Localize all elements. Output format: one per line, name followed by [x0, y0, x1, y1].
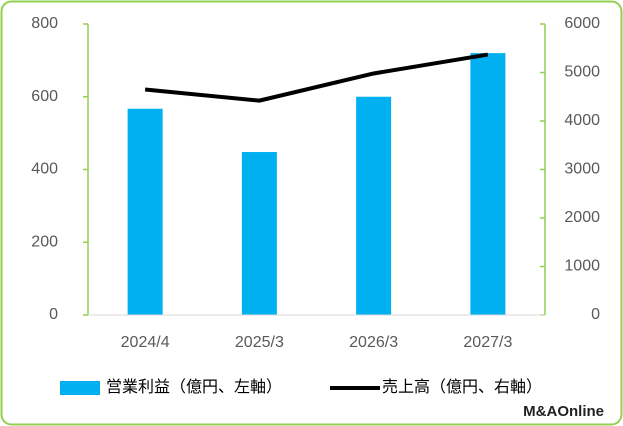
x-tick-label: 2027/3: [463, 334, 512, 351]
y2-tick-label: 5000: [564, 64, 600, 81]
y-tick-label: 400: [31, 161, 58, 178]
y2-tick-label: 4000: [564, 112, 600, 129]
y2-tick-label: 1000: [564, 258, 600, 275]
logo: M&AOnline: [523, 403, 604, 420]
line: [144, 52, 489, 103]
y-tick-label: 200: [31, 233, 58, 250]
bar: [127, 108, 163, 315]
y2-tick-label: 3000: [564, 161, 600, 178]
y-tick-label: 800: [31, 15, 58, 32]
legend-label: 営業利益（億円、左軸）: [106, 378, 282, 396]
y2-tick-label: 6000: [564, 15, 600, 32]
legend-label: 売上高（億円、右軸）: [382, 378, 542, 396]
bar: [356, 96, 392, 315]
y2-tick-label: 2000: [564, 209, 600, 226]
bar: [470, 53, 506, 315]
x-tick-label: 2025/3: [235, 334, 284, 351]
x-tick-label: 2024/4: [121, 334, 170, 351]
y-tick-label: 600: [31, 88, 58, 105]
legend-swatch: [60, 381, 100, 395]
x-tick-label: 2026/3: [349, 334, 398, 351]
y-tick-label: 0: [49, 306, 58, 323]
bar: [241, 152, 277, 315]
y2-tick-label: 0: [591, 306, 600, 323]
